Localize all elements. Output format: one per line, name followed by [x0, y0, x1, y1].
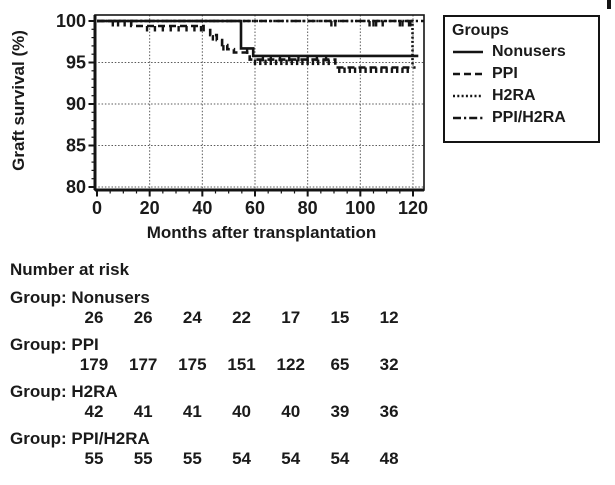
- at-risk-count: 122: [276, 355, 305, 374]
- at-risk-count: 41: [182, 402, 202, 421]
- legend-line-sample-dashed: [453, 72, 483, 76]
- legend-entry-ppi: PPI: [452, 63, 592, 85]
- crop-artifact-mark: [607, 0, 611, 9]
- y-axis-label: Graft survival (%): [9, 30, 28, 171]
- legend-entries: Nonusers PPI H2RA PPI/H2RA: [452, 41, 592, 129]
- legend-label: PPI: [492, 65, 518, 82]
- y-tick-label: 90: [66, 94, 86, 114]
- number-at-risk-heading: Number at risk: [10, 260, 130, 279]
- at-risk-count: 40: [281, 402, 301, 421]
- at-risk-group-label: Group: PPI/H2RA: [10, 429, 150, 448]
- at-risk-count: 36: [379, 402, 399, 421]
- legend-line-sample-solid: [453, 50, 483, 54]
- at-risk-count: 22: [232, 308, 251, 327]
- at-risk-count: 32: [379, 355, 399, 374]
- x-tick-label: 20: [140, 198, 160, 218]
- at-risk-count: 179: [79, 355, 109, 374]
- y-tick-label: 85: [66, 136, 86, 156]
- at-risk-count: 26: [133, 308, 153, 327]
- x-tick-label: 0: [92, 198, 102, 218]
- at-risk-count: 48: [379, 449, 399, 468]
- at-risk-count: 65: [330, 355, 350, 374]
- legend-entry-nonusers: Nonusers: [452, 41, 592, 63]
- y-tick-label: 100: [56, 11, 86, 31]
- at-risk-count: 41: [133, 402, 153, 421]
- at-risk-count: 39: [330, 402, 350, 421]
- at-risk-group-label: Group: H2RA: [10, 382, 118, 401]
- at-risk-count: 151: [227, 355, 256, 374]
- number-at-risk-table: Number at risk Group: Nonusers 26 26 24 22 17…: [10, 261, 610, 477]
- legend-label: PPI/H2RA: [492, 109, 566, 126]
- at-risk-count: 40: [232, 402, 251, 421]
- at-risk-count: 15: [330, 308, 350, 327]
- x-tick-label: 60: [245, 198, 265, 218]
- legend-title: Groups: [452, 22, 509, 39]
- at-risk-count: 54: [281, 449, 301, 468]
- legend-box: Groups Nonusers PPI H2RA PPI/H2RA: [443, 15, 600, 143]
- at-risk-count: 55: [133, 449, 153, 468]
- at-risk-count: 54: [232, 449, 251, 468]
- at-risk-counts-row: 42 41 41 40 40 39 36: [69, 403, 610, 430]
- at-risk-count: 55: [84, 449, 104, 468]
- at-risk-count: 42: [84, 402, 104, 421]
- at-risk-count: 24: [182, 308, 202, 327]
- x-tick-label: 120: [398, 198, 428, 218]
- at-risk-counts-row: 26 26 24 22 17 15 12: [69, 309, 610, 336]
- at-risk-count: 55: [182, 449, 202, 468]
- legend-line-sample-dashdot: [453, 116, 483, 120]
- at-risk-count: 26: [84, 308, 104, 327]
- legend-entry-ppi-h2ra: PPI/H2RA: [452, 107, 592, 129]
- legend-label: H2RA: [492, 87, 536, 104]
- at-risk-count: 17: [281, 308, 301, 327]
- plot-frame: [94, 14, 425, 191]
- x-tick-label: 80: [298, 198, 318, 218]
- graft-survival-chart: 80 85 90 95 100 0 20 40 60 80 100 120 Months after t…: [9, 11, 428, 242]
- at-risk-group-label: Group: PPI: [10, 335, 99, 354]
- x-tick-label: 40: [192, 198, 212, 218]
- at-risk-count: 175: [178, 355, 207, 374]
- at-risk-count: 177: [128, 355, 158, 374]
- number-at-risk-rows: Group: Nonusers 26 26 24 22 17 15 12 Group: PPI 1…: [10, 289, 610, 477]
- at-risk-count: 12: [379, 308, 399, 327]
- at-risk-count: 54: [330, 449, 350, 468]
- y-tick-label: 80: [66, 177, 86, 197]
- at-risk-counts-row: 55 55 55 54 54 54 48: [69, 450, 610, 477]
- legend-label: Nonusers: [492, 43, 566, 60]
- series-ppi: [97, 19, 416, 69]
- legend-entry-h2ra: H2RA: [452, 85, 592, 107]
- x-tick-label: 100: [345, 198, 375, 218]
- x-axis-label: Months after transplantation: [147, 223, 377, 242]
- at-risk-counts-row: 179 177 175 151 122 65 32: [69, 356, 610, 383]
- legend-line-sample-dotted: [453, 94, 483, 98]
- at-risk-group-label: Group: Nonusers: [10, 288, 150, 307]
- y-tick-label: 95: [66, 53, 86, 73]
